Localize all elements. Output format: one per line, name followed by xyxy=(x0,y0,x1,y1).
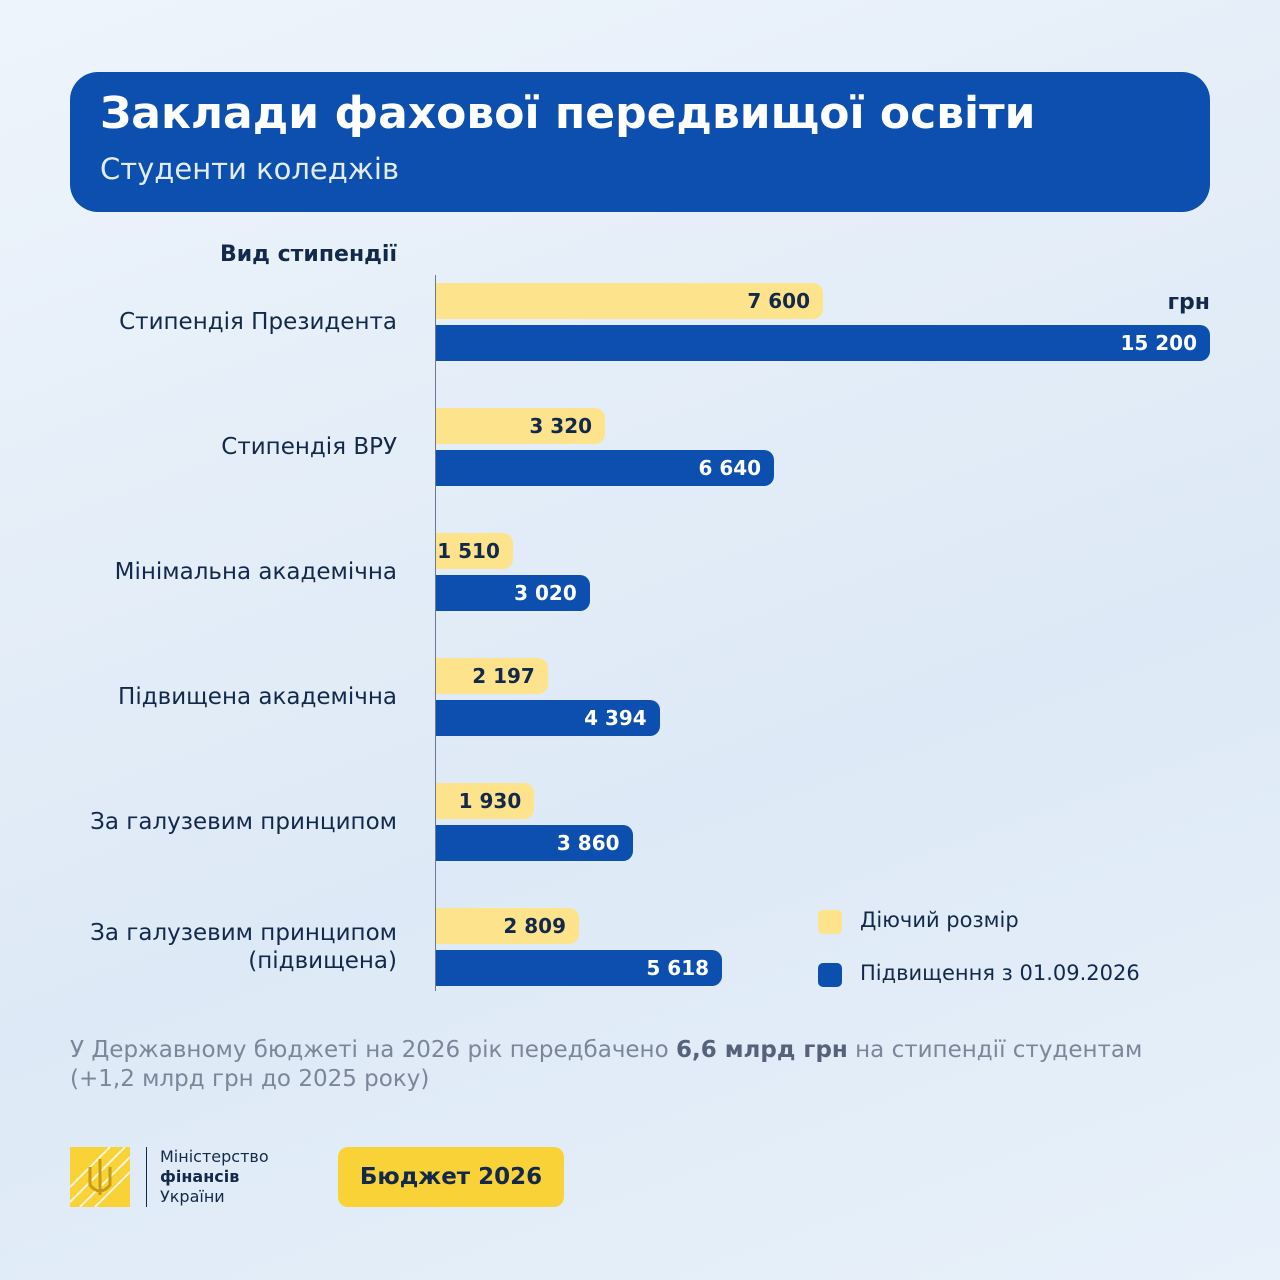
axis-title: Вид стипендії xyxy=(220,242,397,267)
logo-divider xyxy=(146,1147,147,1207)
bar xyxy=(436,783,535,819)
logo-line: фінансів xyxy=(160,1167,240,1186)
value-label: 3 860 xyxy=(556,831,620,855)
bar xyxy=(436,575,590,611)
chart-title: Заклади фахової передвищої освіти xyxy=(100,88,1036,139)
value-label: 6 640 xyxy=(698,456,762,480)
legend-label: Діючий розмір xyxy=(860,908,1019,932)
bar xyxy=(436,950,723,986)
value-label: 4 394 xyxy=(584,706,647,730)
value-label: 15 200 xyxy=(1120,331,1197,355)
legend-label: Підвищення з 01.09.2026 xyxy=(860,961,1140,985)
bar xyxy=(436,658,548,694)
note-text: на стипендії студентам (+1,2 млрд грн до… xyxy=(70,1037,1143,1092)
axis-line xyxy=(435,275,436,991)
value-label: 3 320 xyxy=(529,414,593,438)
chart-subtitle: Студенти коледжів xyxy=(100,152,400,186)
bar xyxy=(436,408,606,444)
category-label: Мінімальна академічна xyxy=(114,559,397,585)
bar xyxy=(436,450,775,486)
header xyxy=(70,72,1210,212)
category-label: Підвищена академічна xyxy=(118,684,397,710)
bar xyxy=(436,325,1210,361)
value-label: 1 510 xyxy=(437,539,500,563)
note-highlight: 6,6 млрд грн xyxy=(675,1037,848,1063)
category-label: Стипендія Президента xyxy=(119,309,397,335)
unit-label: грн xyxy=(1167,290,1210,315)
logo-line: Міністерство xyxy=(160,1147,269,1166)
logo-text: Міністерство фінансів України xyxy=(160,1147,269,1207)
logo-icon xyxy=(70,1147,130,1207)
budget-badge: Бюджет 2026 xyxy=(338,1147,564,1207)
logo-line: України xyxy=(160,1187,225,1206)
bar xyxy=(436,283,823,319)
bar xyxy=(436,825,633,861)
value-label: 2 197 xyxy=(472,664,535,688)
bar xyxy=(436,700,660,736)
legend-swatch xyxy=(818,963,842,987)
value-label: 2 809 xyxy=(503,914,567,938)
category-label: За галузевим принципом xyxy=(90,809,397,835)
value-label: 3 020 xyxy=(514,581,577,605)
value-label: 7 600 xyxy=(747,289,810,313)
legend-swatch xyxy=(818,910,842,934)
value-label: 5 618 xyxy=(646,956,710,980)
bar xyxy=(436,908,580,944)
category-label: Стипендія ВРУ xyxy=(221,434,397,460)
note-text: У Державному бюджеті на 2026 рік передба… xyxy=(70,1037,676,1063)
footnote: У Державному бюджеті на 2026 рік передба… xyxy=(70,1036,1190,1094)
category-label: За галузевим принципом (підвищена) xyxy=(90,920,397,974)
value-label: 1 930 xyxy=(458,789,522,813)
bar xyxy=(436,533,513,569)
